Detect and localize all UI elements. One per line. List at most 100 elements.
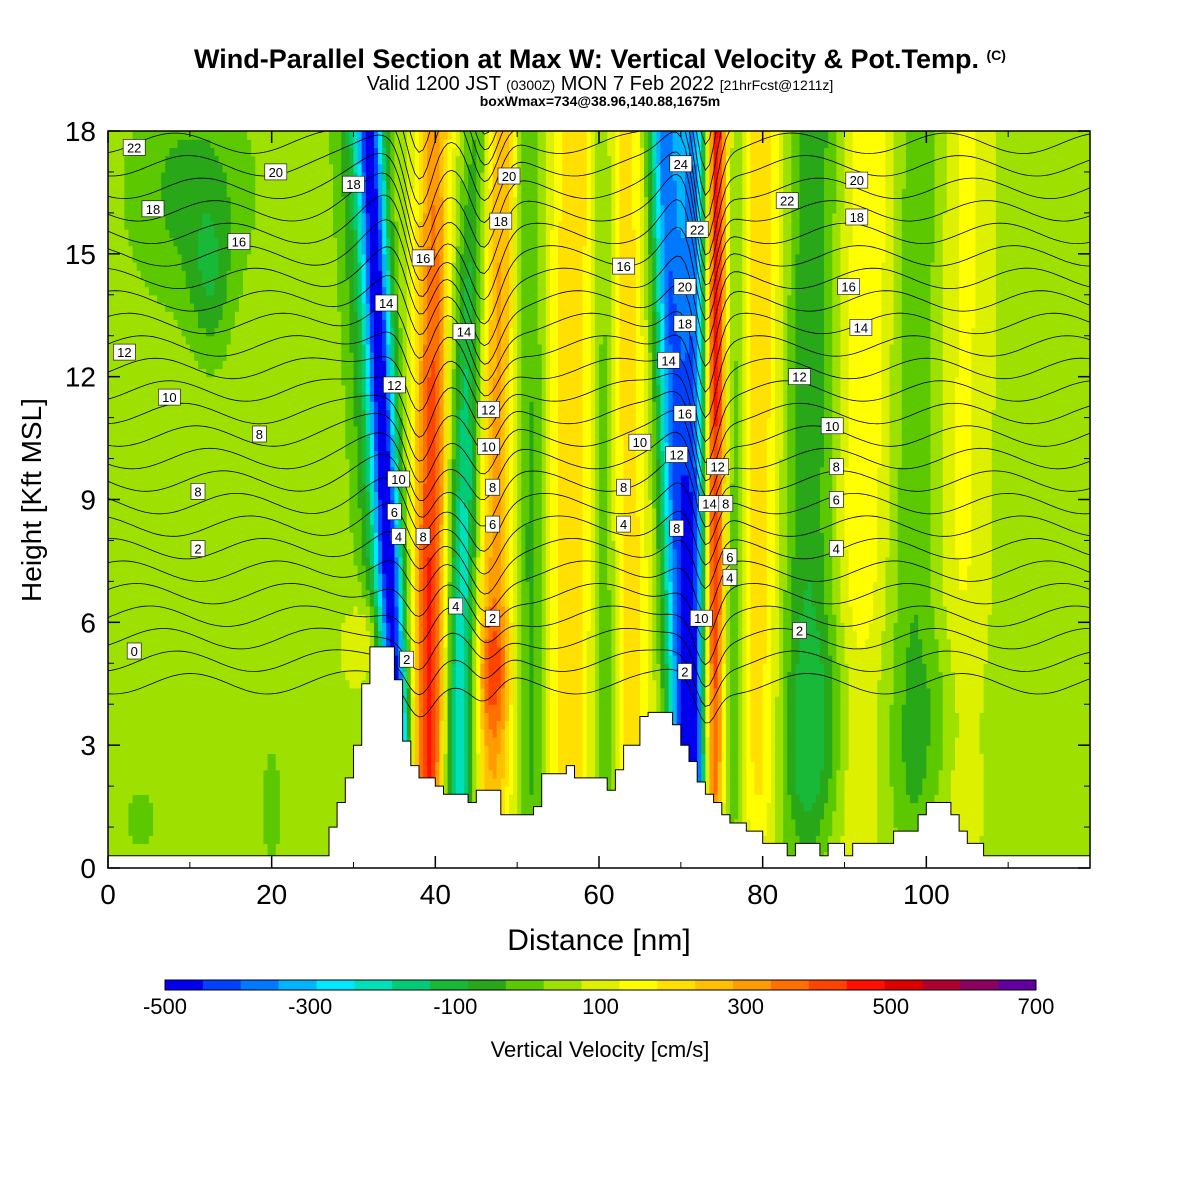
theta-label: 8 (669, 519, 685, 537)
colorbar-frame (164, 979, 1037, 991)
colorbar-swatch (543, 980, 582, 990)
theta-contour (108, 627, 1090, 688)
theta-label: 4 (391, 528, 406, 545)
theta-label: 4 (722, 568, 738, 586)
terrain-mask (108, 646, 1090, 868)
theta-contour (108, 477, 1090, 552)
colorbar-swatch (316, 980, 355, 990)
x-tick-label: 40 (420, 879, 451, 910)
colorbar-swatch (657, 980, 696, 990)
theta-contour (108, 354, 1090, 443)
colorbar-label: Vertical Velocity [cm/s] (491, 1037, 710, 1062)
theta-contours (108, 131, 1090, 724)
theta-contour (108, 303, 1090, 393)
theta-label: 12 (788, 368, 811, 386)
theta-label: 18 (845, 208, 869, 226)
theta-label: 12 (706, 458, 730, 476)
theta-label: 0 (126, 642, 142, 660)
theta-label: 2 (190, 540, 206, 557)
colorbar-swatch (619, 980, 658, 990)
theta-contour (108, 531, 1090, 595)
theta-label: 8 (485, 478, 500, 496)
colorbar-swatch (165, 980, 204, 990)
theta-label: 8 (616, 478, 631, 496)
theta-label: 14 (849, 319, 873, 336)
theta-label: 16 (227, 233, 251, 250)
colorbar-swatch (240, 980, 279, 990)
colorbar-swatch (278, 980, 317, 990)
theta-label: 6 (722, 548, 738, 566)
theta-label: 12 (113, 343, 136, 361)
theta-label: 10 (387, 470, 410, 488)
theta-label: 2 (399, 650, 415, 668)
theta-contour (108, 246, 1090, 347)
theta-label: 12 (477, 401, 500, 418)
theta-label: 12 (665, 446, 689, 463)
theta-label: 14 (374, 294, 398, 312)
theta-label: 20 (264, 163, 288, 181)
colorbar-swatch (884, 980, 923, 990)
colorbar-tick-label: -500 (143, 994, 187, 1019)
theta-label: 4 (828, 540, 844, 557)
theta-contour (108, 453, 1090, 528)
y-axis-label: Height [Kft MSL] (16, 398, 47, 602)
x-tick-label: 0 (100, 879, 116, 910)
theta-label: 2 (677, 663, 693, 680)
y-tick-label: 12 (65, 362, 96, 393)
theta-label: 20 (845, 171, 869, 189)
theta-label: 4 (616, 515, 631, 533)
colorbar-swatch (808, 980, 847, 990)
y-tick-label: 0 (80, 853, 96, 884)
chart-box-info: boxWmax=734@38.96,140.88,1675m (0, 93, 1200, 109)
colorbar-tick-label: 100 (582, 994, 619, 1019)
theta-label: 16 (837, 278, 860, 295)
theta-label: 6 (828, 491, 844, 508)
colorbar-swatch (430, 980, 469, 990)
theta-label: 10 (158, 388, 181, 406)
theta-label: 18 (489, 212, 513, 230)
colorbar-swatch (770, 980, 810, 990)
x-tick-label: 80 (747, 879, 778, 910)
colorbar-swatch (202, 980, 242, 990)
theta-label: 16 (612, 257, 635, 275)
colorbar-swatch (922, 980, 961, 990)
theta-contour (108, 331, 1090, 419)
theta-label: 12 (383, 376, 406, 394)
colorbar-swatch (733, 980, 772, 990)
colorbar-swatch (846, 980, 885, 990)
colorbar-swatch (505, 980, 544, 990)
theta-contour (108, 390, 1090, 482)
theta-label: 20 (497, 167, 521, 185)
theta-contour (108, 219, 1090, 325)
theta-contour (108, 503, 1090, 575)
colorbar-swatch (695, 980, 734, 990)
theta-label: 2 (792, 622, 807, 639)
theta-contour (108, 582, 1090, 641)
theta-label: 6 (485, 515, 500, 533)
theta-label: 16 (411, 249, 435, 267)
theta-contour (108, 605, 1090, 666)
y-tick-label: 18 (65, 116, 96, 147)
x-tick-label: 20 (256, 879, 287, 910)
colorbar-swatch (354, 980, 393, 990)
theta-label: 4 (448, 597, 464, 615)
theta-label: 22 (685, 221, 709, 238)
theta-label: 18 (673, 315, 697, 332)
theta-label: 20 (673, 278, 697, 295)
theta-label: 10 (628, 433, 652, 451)
y-tick-label: 15 (65, 239, 96, 270)
colorbar-swatch (581, 980, 620, 990)
colorbar: -500 -300 -100 100 300 500 700 (143, 979, 1055, 1019)
theta-contour (108, 410, 1090, 498)
theta-contour (108, 194, 1090, 302)
theta-label: 2 (485, 609, 500, 627)
theta-contour (108, 649, 1090, 707)
theta-contour (108, 275, 1090, 367)
theta-label: 10 (689, 609, 713, 627)
colorbar-tick-label: 500 (872, 994, 909, 1019)
y-tick-label: 6 (80, 607, 96, 638)
colorbar-tick-label: 700 (1018, 994, 1055, 1019)
colorbar-swatch (960, 980, 999, 990)
x-tick-label: 100 (903, 879, 950, 910)
